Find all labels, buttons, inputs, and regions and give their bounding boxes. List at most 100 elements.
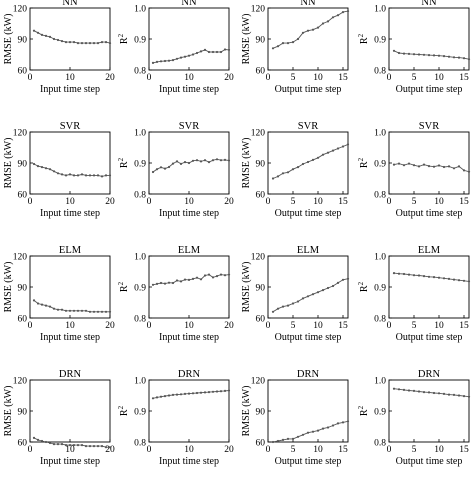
data-point [167,394,171,397]
y-tick-label: 1.0 [374,252,386,262]
data-point [104,446,108,449]
panel-elm-r2-input: ELM 0 10 20 0.8 0.9 1.0 Input time step R2 [117,245,234,343]
data-point [346,10,350,13]
panel-drn-r2-output: DRN 0 5 10 15 0.8 0.9 1.0 Output time step R2 [357,369,471,467]
data-point [331,149,335,152]
series-line [393,163,470,173]
data-point [84,174,88,177]
x-axis-label: Input time step [40,332,100,343]
y-tick-label: 0.8 [134,314,146,324]
x-tick-label: 0 [28,321,33,331]
data-point [276,45,280,48]
data-point [100,310,104,313]
y-axis-label: R2 [117,405,130,416]
plot-frame [148,379,230,443]
data-point [151,397,155,400]
panel-title: ELM [59,245,82,256]
data-point [191,159,195,162]
data-point [402,388,406,391]
data-point [392,49,396,52]
x-axis-label: Output time step [275,456,342,467]
data-point [346,143,350,146]
y-axis-label: RMSE (kW) [3,262,14,313]
x-axis-label: Output time step [396,84,463,95]
data-point [76,309,80,312]
x-axis-label: Output time step [275,84,342,95]
data-point [175,57,179,60]
data-point [76,174,80,177]
y-tick-label: 90 [256,159,266,169]
data-point [452,393,456,396]
data-point [167,59,171,62]
data-point [175,160,179,163]
data-point [88,174,92,177]
data-point [291,302,295,305]
panel-title: SVR [419,121,439,132]
x-tick-label: 0 [147,321,152,331]
y-tick-label: 0.9 [134,283,146,293]
x-tick-label: 0 [28,197,33,207]
x-tick-label: 0 [387,73,392,83]
data-point [227,273,231,276]
data-point [291,168,295,171]
data-point [281,438,285,441]
data-point [306,29,310,32]
y-tick-label: 90 [18,35,28,45]
data-point [72,41,76,44]
panel-title: DRN [418,369,441,380]
y-axis-label: RMSE (kW) [3,138,14,189]
y-axis-label-superscript: 2 [117,281,125,285]
data-point [195,159,199,162]
data-point [417,165,421,168]
data-point [457,165,461,168]
data-point [44,440,48,444]
y-tick-label: 60 [18,438,28,448]
data-point [191,53,195,56]
data-point [68,173,72,176]
x-axis-label: Output time step [275,208,342,219]
x-tick-label: 0 [387,197,392,207]
panel-nn-r2-output: NN 0 5 10 15 0.8 0.9 1.0 Output time step R2 [357,0,471,95]
panel-title: ELM [178,245,201,256]
data-point [92,310,96,313]
data-point [462,395,466,398]
data-point [316,156,320,159]
x-axis-label: Input time step [40,208,100,219]
data-point [215,390,219,393]
data-point [155,396,159,399]
y-tick-label: 120 [251,128,266,138]
data-point [80,309,84,312]
data-point [167,165,171,169]
data-point [442,392,446,395]
y-tick-label: 0.8 [374,314,386,324]
panel-svr-rmse-input: SVR 0 10 20 60 90 120 Input time step RMSE (kW) [3,121,115,219]
x-tick-label: 0 [266,197,271,207]
y-axis-label: R2 [357,33,370,44]
y-tick-label: 60 [256,66,266,76]
panel-elm-rmse-input: ELM 0 10 20 60 90 120 Input time step RMSE (kW) [3,245,115,343]
data-point [432,54,436,57]
y-axis-label: R2 [117,281,130,292]
data-point [412,53,416,56]
data-point [211,276,215,279]
data-point [412,164,416,167]
data-point [56,38,60,42]
data-point [195,51,199,55]
x-axis-label: Input time step [40,84,100,95]
data-point [36,31,40,34]
data-point [407,389,411,392]
x-tick-label: 15 [459,197,469,207]
data-point [92,174,96,177]
data-point [207,391,211,394]
data-point [64,444,68,447]
data-point [427,275,431,278]
data-point [32,162,36,166]
y-tick-label: 90 [256,407,266,417]
data-point [84,445,88,448]
data-point [341,421,345,424]
y-tick-label: 120 [251,252,266,262]
y-tick-label: 0.9 [374,35,386,45]
data-point [203,48,207,52]
